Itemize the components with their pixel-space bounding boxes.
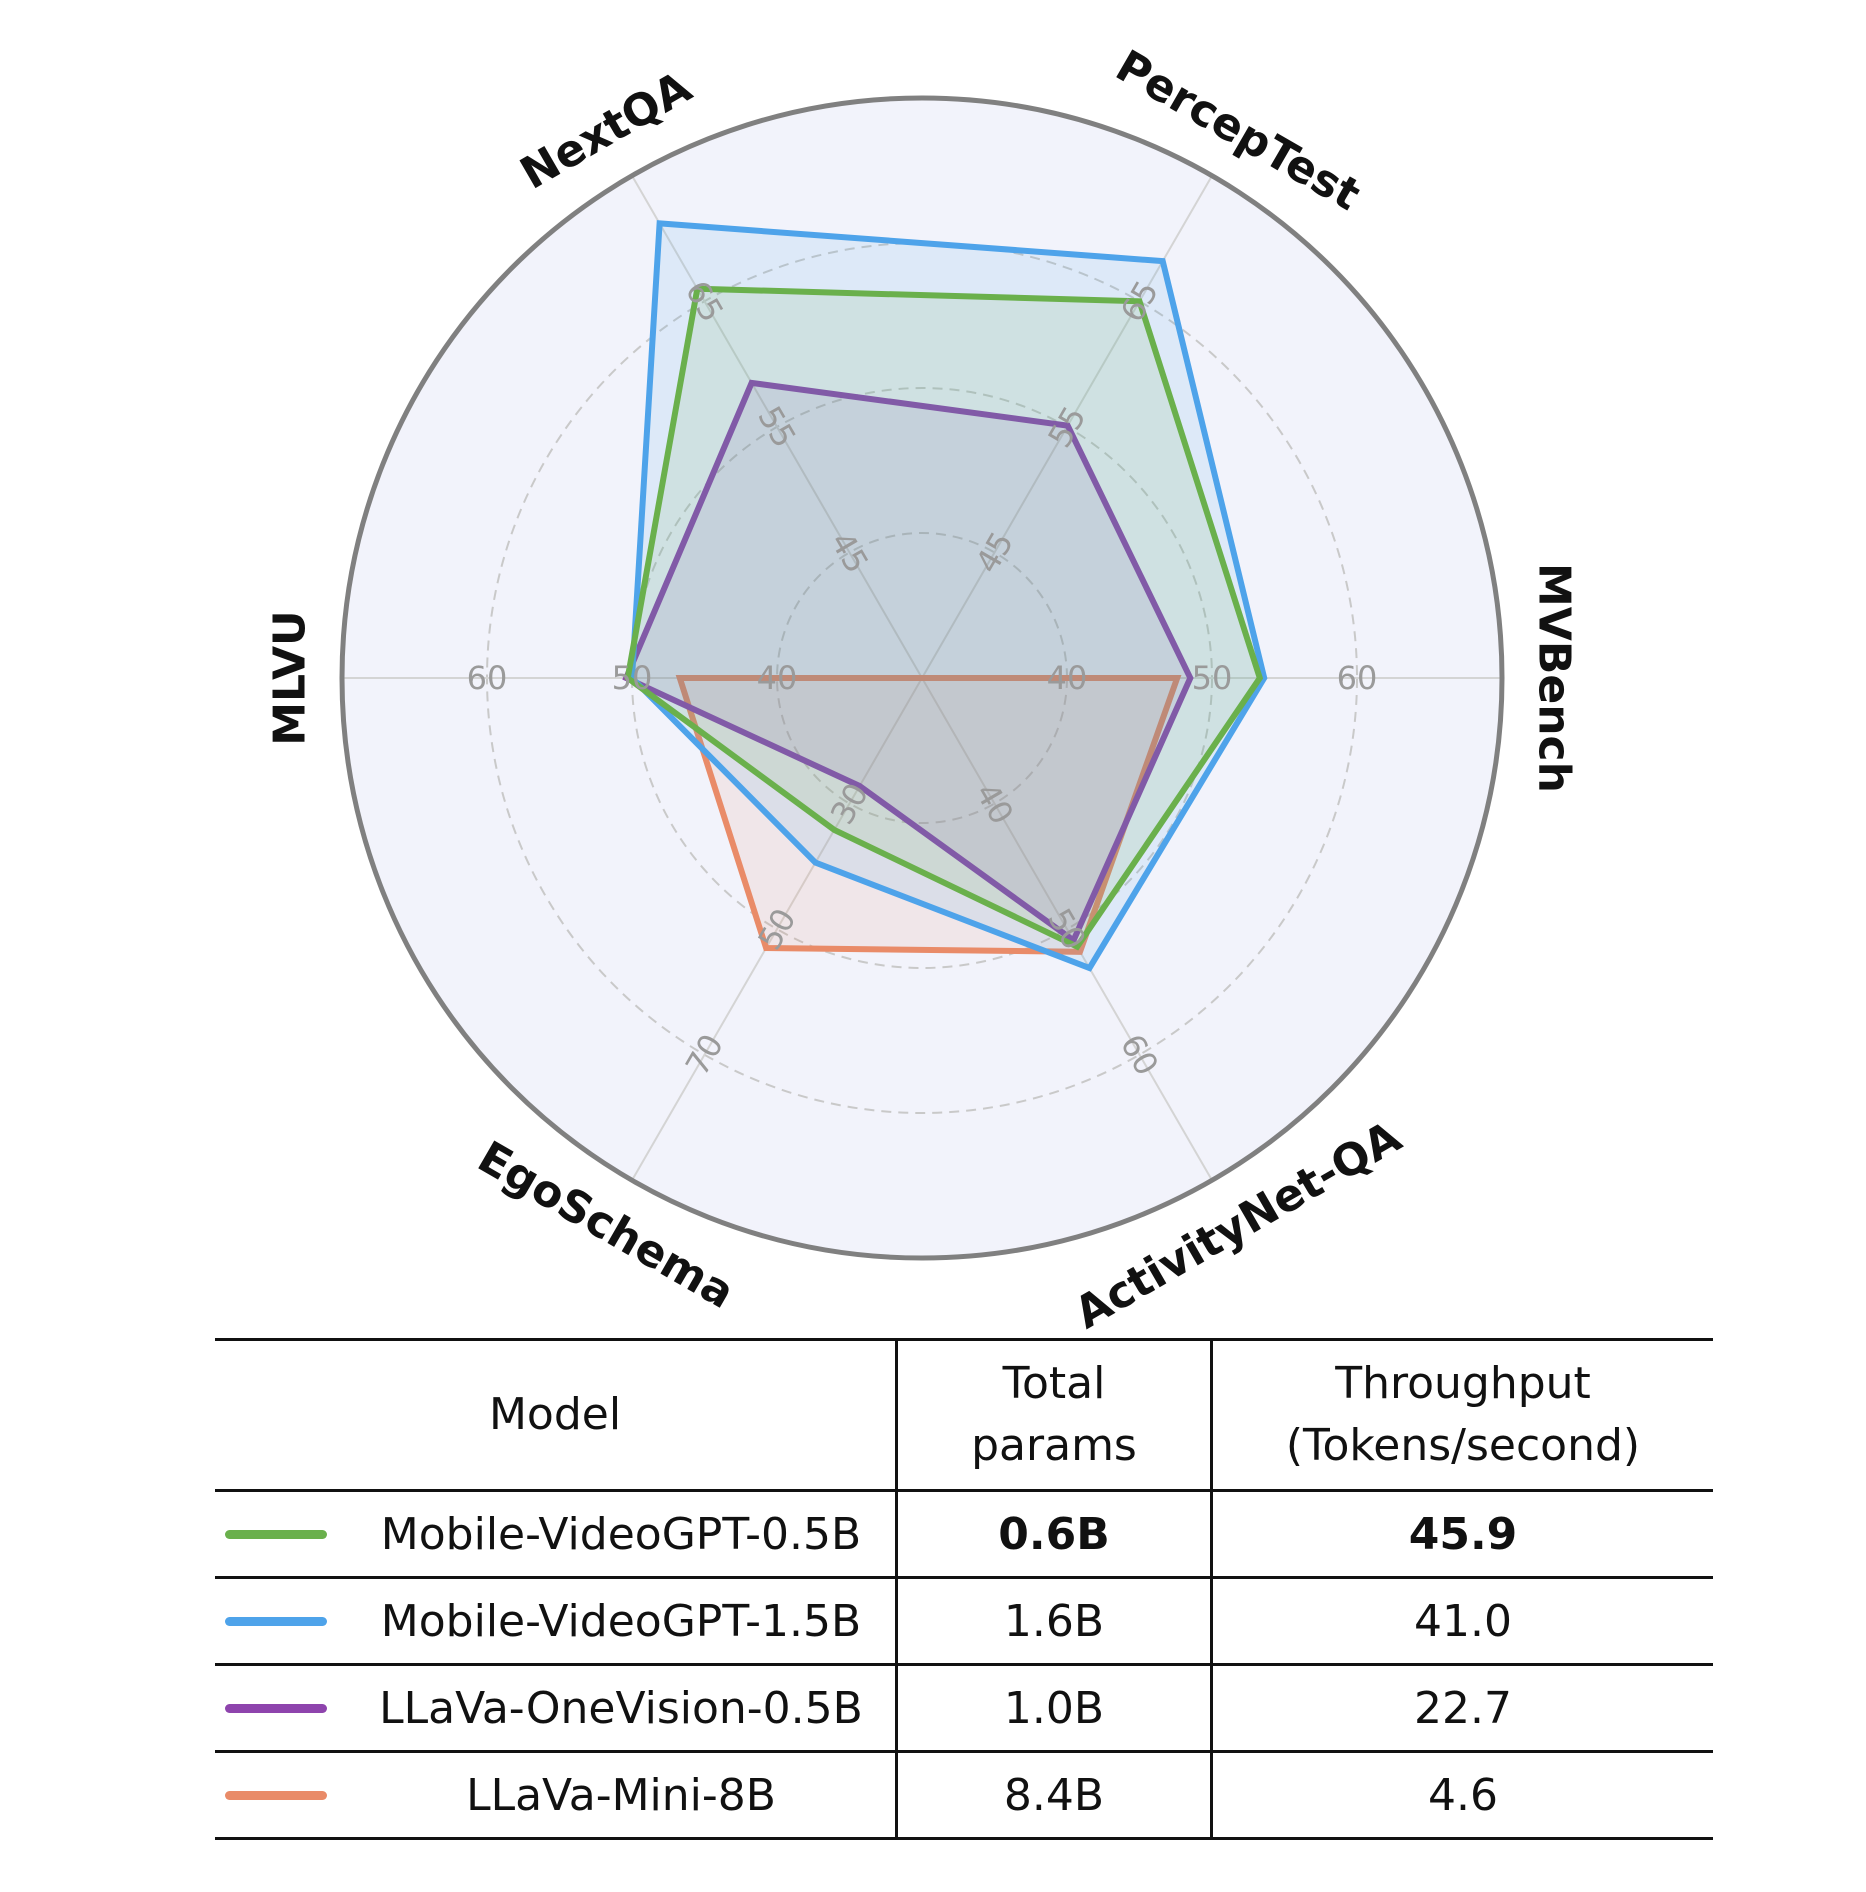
- table-header-row: Model Total params Throughput (Tokens/se…: [215, 1338, 1713, 1492]
- header-throughput-line1: Throughput: [1335, 1358, 1591, 1409]
- axis-label: MVBench: [1529, 563, 1580, 793]
- header-throughput: Throughput (Tokens/second): [1211, 1338, 1713, 1492]
- params-value: 8.4B: [895, 1751, 1213, 1840]
- header-total-params: Total params: [895, 1338, 1213, 1492]
- header-params-line1: Total: [1002, 1358, 1106, 1409]
- axis-spoke: [631, 677, 923, 1181]
- legend-swatch: [225, 1703, 327, 1713]
- header-params-line2: params: [971, 1420, 1137, 1471]
- series-polygon: [624, 285, 1264, 951]
- throughput-value: 22.7: [1211, 1664, 1713, 1753]
- params-value: 0.6B: [895, 1490, 1213, 1579]
- axis-label: MLVU: [265, 610, 316, 746]
- header-model: Model: [215, 1338, 897, 1492]
- params-value: 1.6B: [895, 1577, 1213, 1666]
- throughput-value: 4.6: [1211, 1751, 1713, 1840]
- model-name: LLaVa-OneVision-0.5B: [379, 1682, 863, 1734]
- throughput-value: 45.9: [1211, 1490, 1713, 1579]
- model-cell: LLaVa-OneVision-0.5B: [215, 1664, 897, 1753]
- series-polygon: [675, 675, 1182, 955]
- params-value: 1.0B: [895, 1664, 1213, 1753]
- throughput-value: 41.0: [1211, 1577, 1713, 1666]
- tick-label: 60: [1337, 659, 1378, 697]
- tick-label: 50: [1192, 659, 1233, 697]
- model-cell: Mobile-VideoGPT-0.5B: [215, 1490, 897, 1579]
- legend-swatch: [225, 1616, 327, 1626]
- tick-label: 60: [467, 659, 508, 697]
- model-cell: Mobile-VideoGPT-1.5B: [215, 1577, 897, 1666]
- model-name: Mobile-VideoGPT-1.5B: [380, 1595, 862, 1647]
- tick-label: 40: [1047, 659, 1088, 697]
- model-name: LLaVa-Mini-8B: [466, 1769, 776, 1821]
- outer-ring: [339, 95, 1505, 1261]
- radar-chart: 40 50 60455565455565405060305070405060MVBe…: [265, 40, 1580, 1330]
- header-throughput-line2: (Tokens/second): [1285, 1420, 1641, 1471]
- table-row: LLaVa-OneVision-0.5B 1.0B 22.7: [215, 1664, 1713, 1753]
- table-row: LLaVa-Mini-8B 8.4B 4.6: [215, 1751, 1713, 1840]
- model-name: Mobile-VideoGPT-0.5B: [380, 1508, 862, 1560]
- table-row: Mobile-VideoGPT-0.5B 0.6B 45.9: [215, 1490, 1713, 1579]
- model-cell: LLaVa-Mini-8B: [215, 1751, 897, 1840]
- legend-swatch: [225, 1790, 327, 1800]
- axis-spoke: [631, 175, 923, 679]
- tick-label: 50: [612, 659, 653, 697]
- tick-label: 40: [757, 659, 798, 697]
- axis-spoke: [921, 677, 1213, 1181]
- legend-swatch: [225, 1529, 327, 1539]
- model-comparison-table: Model Total params Throughput (Tokens/se…: [215, 1338, 1713, 1840]
- table-row: Mobile-VideoGPT-1.5B 1.6B 41.0: [215, 1577, 1713, 1666]
